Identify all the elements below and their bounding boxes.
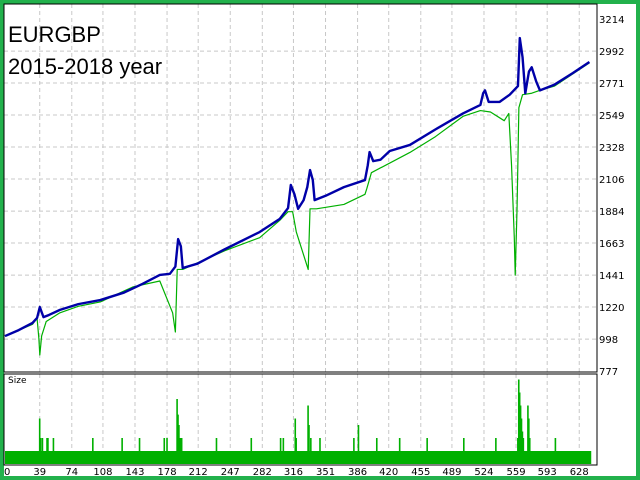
x-tick-label: 593 [538, 467, 557, 478]
size-bar [179, 438, 181, 464]
size-bar [527, 405, 529, 464]
size-bar [92, 438, 94, 464]
size-bar [295, 438, 297, 464]
size-bar [121, 438, 123, 464]
series-lines [4, 36, 591, 356]
size-bar [495, 438, 497, 464]
y-tick-label: 1663 [599, 239, 624, 250]
size-bar [528, 438, 531, 464]
size-bar [308, 425, 310, 464]
y-tick-label: 3214 [599, 15, 624, 26]
y-tick-label: 1884 [599, 207, 624, 218]
main-plot-border [3, 3, 598, 373]
size-bar [294, 418, 297, 464]
y-tick-label: 2771 [599, 79, 624, 90]
size-bar [528, 418, 530, 464]
y-tick-label: 2549 [599, 111, 624, 122]
x-tick-label: 351 [316, 467, 335, 478]
y-tick-label: 777 [599, 367, 618, 378]
size-bar [518, 392, 521, 464]
size-bar [517, 379, 520, 464]
size-bar [163, 438, 166, 464]
x-tick-label: 178 [158, 467, 177, 478]
y-tick-label: 2992 [599, 47, 624, 58]
size-bar [520, 418, 523, 464]
size-bar [554, 438, 557, 464]
y-tick-label: 1441 [599, 271, 624, 282]
size-bar-baseline [5, 451, 592, 464]
x-tick-label: 524 [474, 467, 493, 478]
x-tick-label: 386 [348, 467, 367, 478]
size-bars [5, 379, 592, 464]
x-tick-label: 212 [189, 467, 208, 478]
size-bar [41, 438, 44, 464]
series-line-green [4, 62, 590, 356]
size-bar [375, 438, 378, 464]
subchart-label: Size [8, 376, 27, 386]
x-tick-label: 0 [4, 467, 10, 478]
size-bar [39, 438, 42, 464]
x-tick-label: 74 [65, 467, 78, 478]
size-bar [178, 425, 180, 464]
y-tick-label: 1220 [599, 303, 624, 314]
size-bar [179, 438, 182, 464]
size-bar [426, 438, 428, 464]
y-axis-labels: 3214 2992 2771 2549 2328 2106 1884 1663 1441 1220… [599, 15, 624, 378]
x-tick-label: 143 [125, 467, 144, 478]
size-bar [282, 438, 285, 464]
size-bar [522, 438, 525, 464]
size-bar [357, 425, 360, 464]
grid [4, 4, 597, 465]
size-bar [52, 438, 55, 464]
size-bar [46, 438, 48, 464]
chart-title-period: 2015-2018 year [8, 54, 163, 79]
size-bar [138, 438, 141, 464]
sub-plot-border [3, 373, 598, 466]
size-bar [180, 438, 183, 464]
size-bar [38, 418, 41, 464]
size-bar [463, 438, 465, 464]
x-axis-labels: 0 39 74 108 143 178 212 247 282 316 351 386 420 455 48… [4, 467, 589, 478]
size-bar [307, 405, 309, 464]
x-tick-label: 108 [93, 467, 112, 478]
chart-title-symbol: EURGBP [8, 22, 101, 47]
size-bar [353, 438, 355, 464]
size-bar [521, 431, 524, 464]
size-bar [166, 438, 168, 464]
y-tick-label: 2106 [599, 175, 624, 186]
x-tick-label: 282 [253, 467, 272, 478]
size-bar [176, 399, 178, 464]
x-tick-label: 247 [221, 467, 240, 478]
y-tick-label: 998 [599, 335, 618, 346]
size-bar [398, 438, 401, 464]
y-tick-label: 2328 [599, 143, 624, 154]
size-bar [250, 438, 253, 464]
size-bar [215, 438, 218, 464]
size-bar [310, 438, 312, 464]
x-tick-label: 489 [442, 467, 461, 478]
size-bar [47, 438, 49, 464]
series-line-blue [4, 36, 591, 338]
size-bar [519, 405, 522, 464]
x-tick-label: 559 [506, 467, 525, 478]
x-tick-label: 39 [33, 467, 46, 478]
size-bar [319, 438, 321, 464]
x-tick-label: 455 [411, 467, 430, 478]
x-tick-label: 628 [570, 467, 589, 478]
x-tick-label: 316 [284, 467, 303, 478]
x-tick-label: 420 [379, 467, 398, 478]
size-bar [177, 414, 179, 464]
size-bar [279, 438, 282, 464]
size-bar [517, 438, 519, 464]
